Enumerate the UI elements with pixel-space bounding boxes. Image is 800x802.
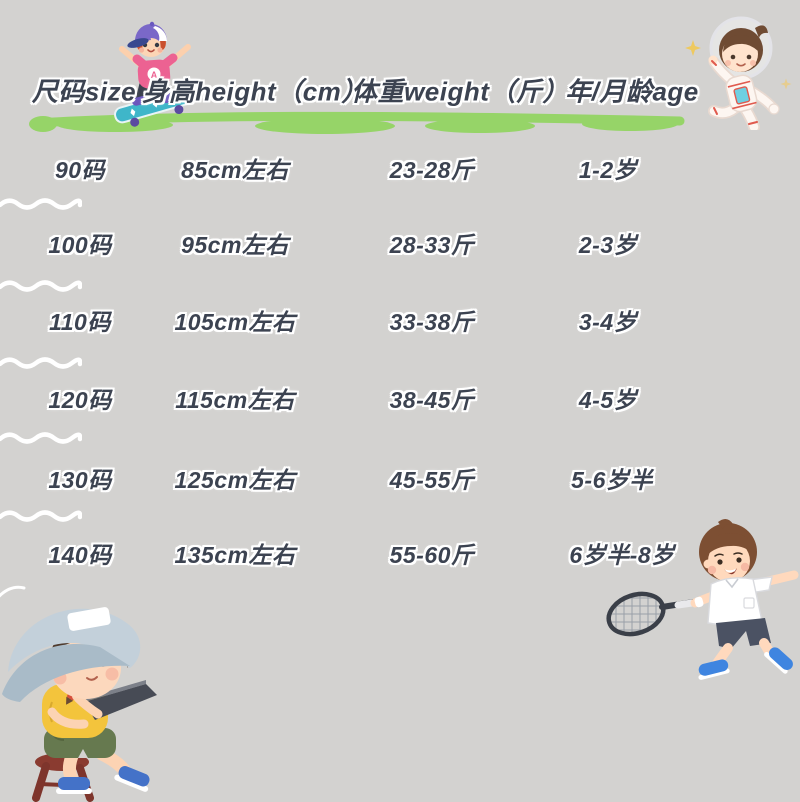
cell-r4-age: 5-6岁半	[571, 467, 653, 493]
col-header-age: 年/月龄age	[565, 76, 699, 107]
cell-r1-age: 2-3岁	[578, 232, 638, 258]
cell-r2-age: 3-4岁	[578, 309, 638, 335]
white-squiggle-icon	[0, 198, 82, 210]
cell-r4-height: 125cm左右	[174, 467, 296, 493]
shirt-letter: A	[151, 70, 158, 80]
cell-r5-size: 140码	[48, 542, 112, 568]
white-squiggle-icon	[0, 432, 82, 444]
cell-r2-height: 105cm左右	[174, 309, 296, 335]
cell-r0-weight: 23-28斤	[389, 157, 475, 183]
cell-r0-age: 1-2岁	[578, 157, 638, 183]
white-squiggle-icon	[0, 357, 82, 369]
cell-r5-age: 6岁半-8岁	[569, 542, 675, 568]
cell-r2-weight: 33-38斤	[389, 309, 475, 335]
cell-r3-size: 120码	[48, 387, 112, 413]
cell-r3-weight: 38-45斤	[389, 387, 475, 413]
cell-r1-weight: 28-33斤	[389, 232, 475, 258]
skateboarding-kid-icon: A	[114, 21, 198, 127]
col-header-size: 尺码size	[31, 76, 137, 107]
cell-r5-weight: 55-60斤	[389, 542, 475, 568]
reading-boy-icon	[0, 585, 157, 802]
col-header-weight: 体重weight（斤）	[351, 76, 569, 107]
col-header-height: 身高height（cm）	[142, 76, 368, 107]
tennis-boy-icon	[603, 518, 799, 680]
astronaut-kid-icon	[685, 16, 792, 130]
cell-r2-size: 110码	[49, 309, 111, 335]
cell-r5-height: 135cm左右	[174, 542, 296, 568]
cell-r1-height: 95cm左右	[181, 232, 289, 258]
cell-r1-size: 100码	[48, 232, 112, 258]
cell-r3-height: 115cm左右	[175, 387, 295, 413]
cell-r4-weight: 45-55斤	[389, 467, 475, 493]
cell-r0-height: 85cm左右	[181, 157, 289, 183]
white-squiggle-icon	[0, 280, 82, 292]
cell-r3-age: 4-5岁	[578, 387, 638, 413]
cell-r0-size: 90码	[54, 157, 106, 183]
cell-r4-size: 130码	[48, 467, 112, 493]
white-squiggle-icon	[0, 510, 82, 522]
green-brush-underline-icon	[29, 111, 685, 134]
